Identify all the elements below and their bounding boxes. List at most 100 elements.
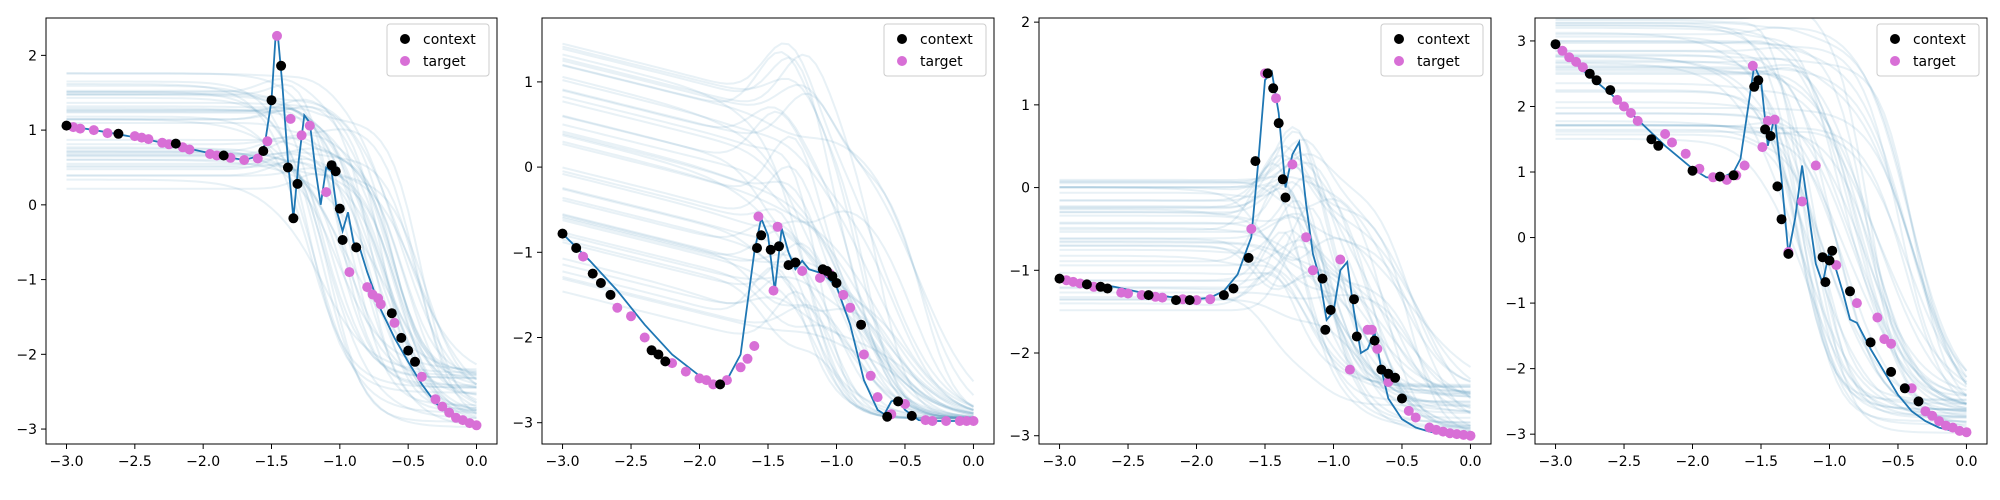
context-point bbox=[396, 332, 407, 343]
target-point bbox=[1410, 412, 1421, 423]
target-point bbox=[143, 134, 154, 145]
target-point bbox=[1619, 101, 1629, 112]
sample-curve bbox=[1555, 137, 1967, 415]
target-point bbox=[735, 362, 746, 373]
x-tick-label: −2.5 bbox=[118, 454, 152, 470]
legend-box bbox=[1380, 23, 1484, 77]
target-point bbox=[362, 282, 373, 293]
sample-curve bbox=[1555, 22, 1967, 423]
context-point bbox=[61, 120, 72, 131]
target-point bbox=[1886, 338, 1897, 349]
context-point bbox=[1783, 248, 1794, 259]
sample-curve bbox=[1059, 215, 1472, 415]
context-point bbox=[1228, 283, 1239, 294]
y-tick-label: −3 bbox=[16, 422, 37, 438]
target-point bbox=[768, 285, 779, 296]
context-point bbox=[893, 396, 904, 407]
legend-target-marker bbox=[400, 56, 410, 66]
y-tick-label: 1 bbox=[28, 123, 37, 139]
sample-curve bbox=[1555, 26, 1967, 406]
context-point bbox=[1772, 181, 1783, 192]
sample-curve bbox=[1555, 54, 1967, 411]
x-tick-label: 0.0 bbox=[465, 454, 487, 470]
y-tick-label: −3 bbox=[1009, 429, 1030, 445]
sample-curve bbox=[66, 105, 477, 385]
target-point bbox=[88, 125, 99, 136]
sample-curve bbox=[1555, 89, 1967, 410]
context-point bbox=[1550, 39, 1561, 50]
target-point bbox=[1757, 142, 1768, 153]
target-point bbox=[858, 349, 869, 360]
y-tick-label: 0 bbox=[1517, 231, 1526, 247]
legend-context-label: context bbox=[920, 32, 973, 48]
legend-context-marker bbox=[1394, 34, 1404, 44]
target-point bbox=[815, 272, 825, 283]
sample-curve bbox=[66, 80, 477, 394]
target-point bbox=[845, 302, 856, 313]
sample-curve bbox=[562, 59, 975, 383]
sample-curve bbox=[1059, 221, 1471, 389]
x-tick-label: 0.0 bbox=[1955, 454, 1977, 470]
sample-curve bbox=[66, 178, 477, 374]
context-point bbox=[1776, 214, 1787, 225]
context-point bbox=[882, 411, 893, 422]
target-point bbox=[626, 311, 636, 322]
x-tick-label: −1.5 bbox=[255, 454, 289, 470]
sample-curve bbox=[1555, 63, 1968, 378]
sample-curve bbox=[562, 265, 974, 420]
target-point bbox=[1301, 232, 1312, 243]
target-point bbox=[1335, 254, 1346, 265]
context-point bbox=[856, 319, 867, 330]
target-point bbox=[742, 353, 753, 364]
target-point bbox=[1271, 93, 1281, 104]
sample-curve bbox=[66, 78, 477, 412]
target-point bbox=[612, 302, 623, 313]
context-point bbox=[1325, 305, 1336, 315]
target-point bbox=[749, 341, 760, 351]
y-tick-label: −2 bbox=[512, 331, 533, 347]
context-point bbox=[170, 138, 181, 149]
sample-curve bbox=[1555, 122, 1967, 413]
target-point bbox=[184, 144, 195, 155]
target-point bbox=[211, 150, 222, 161]
sample-curve bbox=[1059, 239, 1471, 429]
sample-curve bbox=[1555, 120, 1967, 410]
target-point bbox=[753, 211, 764, 222]
plot-area bbox=[1054, 68, 1476, 441]
context-point bbox=[595, 278, 606, 288]
context-point bbox=[1390, 372, 1401, 383]
sample-curve bbox=[1555, 124, 1968, 379]
y-tick-label: 2 bbox=[1021, 15, 1030, 31]
target-point bbox=[1366, 324, 1377, 335]
sample-curve bbox=[66, 146, 477, 371]
legend-box bbox=[386, 23, 490, 77]
sample-curve bbox=[1059, 145, 1471, 432]
sample-curve bbox=[562, 213, 974, 416]
sample-curve bbox=[1059, 130, 1471, 427]
context-point bbox=[1728, 170, 1739, 181]
sample-curve bbox=[66, 162, 478, 381]
target-point bbox=[1157, 292, 1168, 303]
sample-curve bbox=[66, 72, 477, 427]
target-point bbox=[872, 392, 883, 403]
sample-curve bbox=[66, 83, 477, 414]
context-point bbox=[1824, 255, 1835, 266]
panel-1: −3.0 −2.5 −2.0 −1.5 −1.0 −0.5 0.0 −3 −2 −1 0 1 2 cont… bbox=[16, 17, 498, 470]
target-point bbox=[416, 371, 427, 382]
context-point bbox=[1250, 156, 1261, 167]
context-point bbox=[1397, 393, 1407, 404]
target-point bbox=[708, 379, 719, 390]
sample-curve bbox=[562, 42, 974, 407]
sample-curve bbox=[1555, 40, 1967, 417]
sample-curve bbox=[1059, 271, 1471, 388]
context-point bbox=[1349, 294, 1359, 305]
sample-curve bbox=[562, 241, 974, 418]
sample-curve bbox=[1555, 24, 1967, 418]
context-point bbox=[1280, 192, 1291, 203]
x-tick-label: −0.5 bbox=[391, 454, 425, 470]
target-point bbox=[321, 187, 332, 198]
sample-curve bbox=[1059, 237, 1471, 430]
x-tick-label: −2.5 bbox=[1111, 454, 1145, 470]
legend-context-label: context bbox=[423, 32, 476, 48]
x-tick-label: −3.0 bbox=[1539, 454, 1573, 470]
